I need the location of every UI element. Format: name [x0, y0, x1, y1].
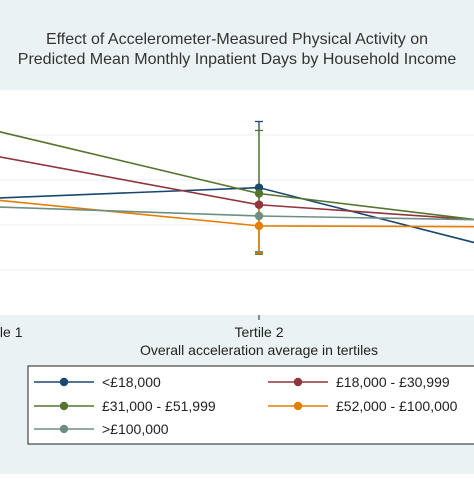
legend-label-2: £18,000 - £30,999 — [336, 374, 450, 390]
legend-label-1: <£18,000 — [102, 374, 161, 390]
data-point-1-2 — [254, 183, 264, 192]
gridlines — [0, 134, 474, 271]
legend-marker-5 — [59, 424, 69, 434]
legend-box — [27, 365, 474, 445]
series-markers — [254, 183, 264, 231]
plot-area — [0, 90, 474, 315]
chart-title-line-2: Predicted Mean Monthly Inpatient Days by… — [18, 51, 457, 68]
legend-marker-4 — [293, 401, 303, 411]
data-point-3-2 — [254, 189, 264, 198]
x-tick-label: Tertile 2 — [234, 324, 283, 340]
legend-label-5: >£100,000 — [102, 421, 169, 437]
x-axis-ticks: Tertile 1 Tertile 2 — [0, 315, 284, 340]
x-axis-title: Overall acceleration average in tertiles — [140, 342, 378, 358]
data-point-2-2 — [254, 200, 264, 209]
legend-marker-3 — [59, 401, 69, 411]
legend: <£18,000 £18,000 - £30,999 £31,000 - £51,9… — [27, 365, 474, 445]
data-point-4-2 — [254, 221, 264, 231]
legend-marker-1 — [59, 377, 69, 387]
x-tick-label: Tertile 1 — [0, 324, 23, 340]
data-point-5-2 — [254, 211, 264, 221]
chart-title-line-1: Effect of Accelerometer-Measured Physica… — [46, 31, 428, 48]
legend-label-4: £52,000 - £100,000 — [336, 398, 458, 414]
legend-label-3: £31,000 - £51,999 — [102, 398, 216, 414]
legend-marker-2 — [293, 377, 303, 387]
